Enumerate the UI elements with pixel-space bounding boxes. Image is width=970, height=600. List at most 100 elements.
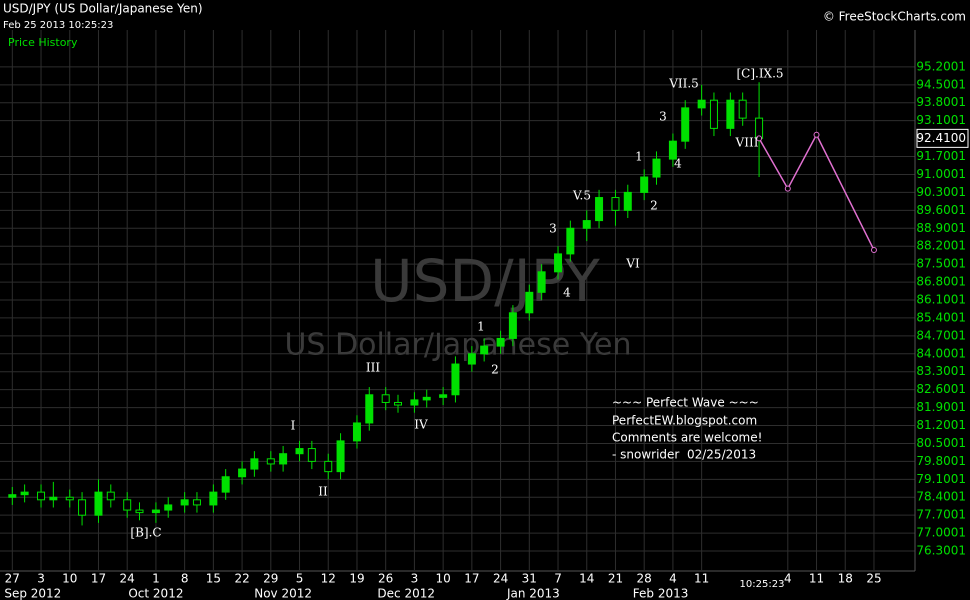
wave-label: V.5 — [572, 189, 591, 203]
y-tick-label: 85.4001 — [916, 310, 966, 324]
y-tick-label: 76.3001 — [916, 544, 966, 558]
y-tick-label: 77.0001 — [916, 526, 966, 540]
candle-body — [65, 496, 74, 501]
month-label: Oct 2012 — [128, 587, 183, 600]
wave-label: 4 — [674, 157, 682, 171]
x-tick-label: 11 — [694, 572, 709, 586]
x-tick-label: 21 — [608, 572, 623, 586]
y-tick-label: 79.1001 — [916, 472, 966, 486]
wave-label: [C].IX.5 — [736, 67, 783, 81]
x-tick-label: 14 — [579, 572, 594, 586]
candle-body — [365, 394, 374, 424]
x-tick-label: 29 — [263, 572, 278, 586]
wave-label: 3 — [659, 110, 667, 124]
wave-label: 2 — [491, 363, 499, 377]
y-tick-label: 87.5001 — [916, 257, 966, 271]
x-tick-label: 8 — [181, 572, 189, 586]
y-tick-label: 93.1001 — [916, 113, 966, 127]
candle-body — [20, 491, 29, 496]
candle-body — [439, 394, 448, 398]
projection-line — [758, 133, 875, 251]
x-tick-label: 4 — [669, 572, 677, 586]
watermark: USD/JPY — [370, 247, 600, 315]
x-tick-label: 3 — [37, 572, 45, 586]
y-tick-label: 89.6001 — [916, 203, 966, 217]
candle-body — [394, 401, 403, 406]
projection-point — [813, 131, 820, 138]
x-tick-label: 3 — [411, 572, 419, 586]
candle-body — [164, 504, 173, 511]
x-tick-label: 27 — [5, 572, 20, 586]
candle-body — [697, 99, 706, 109]
y-tick-label: 91.7001 — [916, 149, 966, 163]
candle-body — [681, 107, 690, 142]
candle-body — [221, 476, 230, 493]
wave-label: II — [318, 485, 328, 499]
candle-body — [49, 496, 58, 501]
panel-label: Price History — [8, 36, 78, 49]
candle-body — [295, 448, 304, 455]
candle-body — [738, 99, 747, 119]
month-label: Jan 2013 — [506, 587, 560, 600]
candle-body — [467, 353, 476, 365]
x-tick-label: 19 — [349, 572, 364, 586]
x-tick-label: 10 — [62, 572, 77, 586]
source: © FreeStockCharts.com — [823, 10, 966, 24]
y-tick-label: 78.4001 — [916, 490, 966, 504]
wave-label: VIII — [735, 136, 759, 150]
wave-label: 1 — [477, 320, 485, 334]
x-tick-label: 10 — [435, 572, 450, 586]
candle-body — [726, 99, 735, 129]
candle-body — [238, 468, 247, 478]
x-tick-label: 28 — [637, 572, 652, 586]
candle-body — [8, 494, 17, 498]
candle-body — [37, 491, 46, 501]
candle-body — [106, 491, 115, 501]
y-tick-label: 80.5001 — [916, 436, 966, 450]
candle-body — [582, 220, 591, 229]
price-label: 92.4100 — [916, 131, 966, 145]
candle-body — [595, 197, 604, 222]
x-tick-label: 15 — [206, 572, 221, 586]
candle-body — [525, 291, 534, 314]
month-label: Sep 2012 — [4, 587, 61, 600]
candle-body — [352, 422, 361, 442]
projection-point — [756, 135, 763, 142]
candle-body — [623, 191, 632, 211]
y-tick-label: 77.7001 — [916, 508, 966, 522]
y-tick-label: 83.3001 — [916, 364, 966, 378]
x-tick-label: 1 — [152, 572, 160, 586]
x-tick-label: 17 — [464, 572, 479, 586]
projection-point — [870, 247, 877, 254]
month-label: Dec 2012 — [377, 587, 435, 600]
x-tick-label: 22 — [234, 572, 249, 586]
wave-label: VI — [625, 257, 640, 271]
month-label: Feb 2013 — [633, 587, 689, 600]
candle-body — [324, 460, 333, 473]
candle-body — [266, 458, 275, 465]
candle-body — [668, 140, 677, 160]
x-tick-label: 18 — [838, 572, 853, 586]
y-tick-label: 88.9001 — [916, 221, 966, 235]
candle-body — [451, 363, 460, 396]
candle-body — [180, 499, 189, 506]
y-tick-label: 86.1001 — [916, 292, 966, 306]
month-label: Nov 2012 — [254, 587, 312, 600]
y-tick-label: 95.2001 — [916, 59, 966, 73]
wave-label: 2 — [650, 199, 658, 213]
wave-label: 3 — [549, 222, 557, 236]
x-tick-label: 12 — [321, 572, 336, 586]
x-tick-label: 24 — [120, 572, 135, 586]
candle-body — [135, 509, 144, 514]
y-tick-label: 88.2001 — [916, 239, 966, 253]
candle-body — [250, 458, 259, 470]
candle-body — [566, 227, 575, 255]
candle-body — [279, 453, 288, 465]
y-tick-label: 81.9001 — [916, 400, 966, 414]
candle-body — [652, 158, 661, 178]
x-tick-label: 31 — [522, 572, 537, 586]
y-tick-label: 84.0001 — [916, 346, 966, 360]
price-box — [916, 128, 969, 148]
candle-body — [151, 509, 160, 514]
candle-body — [611, 197, 620, 211]
